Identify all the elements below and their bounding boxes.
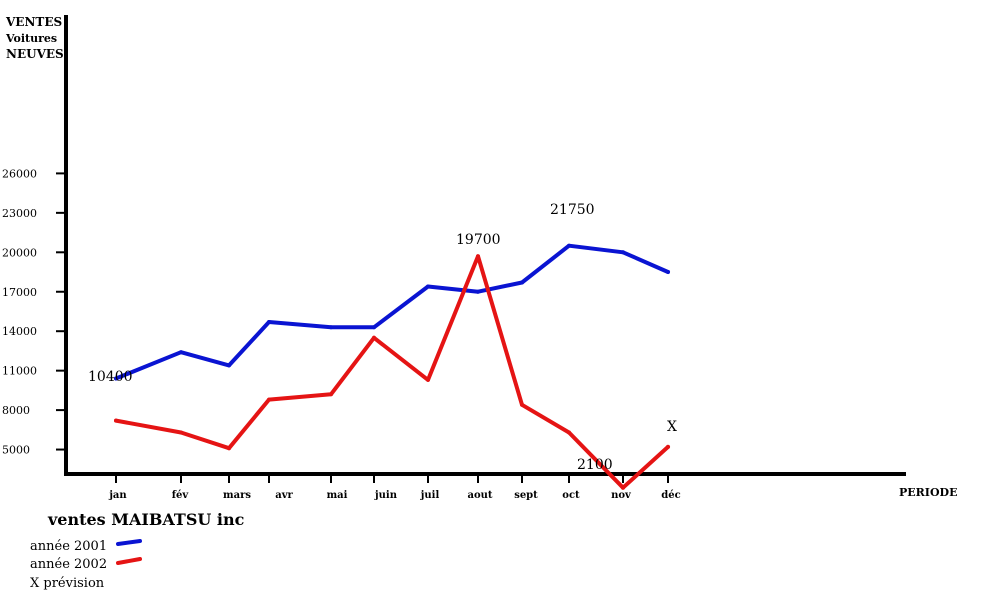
data-point-2002 — [666, 444, 670, 449]
data-point-2002 — [520, 402, 524, 407]
x-tick-label: nov — [611, 490, 632, 501]
x-tick-label: sept — [514, 490, 538, 501]
y-axis-title-line-3: NEUVES — [6, 47, 64, 61]
data-point-2001 — [666, 270, 670, 274]
data-point-2002 — [372, 335, 376, 340]
y-tick-label: 17000 — [2, 286, 37, 299]
x-tick-label: avr — [275, 490, 293, 501]
data-point-2001 — [329, 325, 333, 330]
y-tick-label: 11000 — [2, 365, 37, 378]
data-point-2002 — [227, 446, 231, 451]
x-tick-label: juin — [374, 490, 398, 501]
x-tick-label: aout — [467, 490, 492, 501]
y-tick-label: 23000 — [2, 207, 37, 220]
legend-forecast-note: X prévision — [30, 576, 105, 591]
data-point-2002 — [179, 430, 183, 435]
y-axis-title-line-2: Voitures — [5, 32, 57, 45]
x-tick-label: déc — [661, 490, 680, 501]
x-tick-label: fév — [172, 490, 190, 501]
y-tick-label: 26000 — [2, 167, 37, 180]
x-tick-label: mai — [327, 490, 348, 501]
annotation-2002-nov: 2100 — [577, 457, 613, 473]
data-point-2001 — [426, 284, 430, 289]
data-point-2001 — [621, 250, 625, 255]
x-tick-label: jan — [108, 490, 127, 501]
x-axis-title: PERIODE — [899, 486, 957, 499]
series-group — [114, 243, 670, 490]
x-tick-label: oct — [562, 490, 580, 501]
data-point-2002 — [426, 377, 430, 382]
series-line-2001 — [114, 243, 670, 381]
data-point-2001 — [227, 363, 231, 368]
data-point-2002 — [567, 430, 571, 435]
data-point-2002 — [114, 418, 118, 423]
legend: ventes MAIBATSU inc année 2001 année 200… — [30, 510, 245, 591]
annotation-2001-jan: 10400 — [88, 369, 133, 385]
data-point-2001 — [567, 243, 571, 248]
y-tick-label: 20000 — [2, 246, 37, 259]
series-line-2002 — [114, 254, 670, 490]
annotation-2002-aout: 19700 — [456, 232, 501, 248]
data-point-2001 — [372, 325, 376, 330]
legend-label-2001: année 2001 — [30, 539, 107, 554]
y-axis-title-line-1: VENTES — [5, 15, 62, 29]
data-point-2002 — [621, 485, 625, 490]
legend-label-2002: année 2002 — [30, 557, 107, 572]
data-point-2001 — [179, 350, 183, 355]
annotation-forecast-x: X — [667, 419, 677, 435]
chart-title: ventes MAIBATSU inc — [47, 510, 245, 529]
y-tick-label: 8000 — [2, 404, 30, 417]
data-point-2001 — [267, 320, 271, 324]
y-tick-group: 26000 23000 20000 17000 14000 11000 8000 5000 — [2, 167, 66, 457]
legend-swatch-2002 — [116, 557, 142, 565]
x-tick-label: mars — [223, 490, 251, 501]
data-point-2001 — [476, 289, 480, 294]
data-point-2001 — [520, 280, 524, 285]
x-tick-group: jan fév mars avr mai juin juil aout sept oct nov dé… — [108, 474, 681, 501]
y-tick-label: 5000 — [2, 444, 30, 457]
annotation-2001-oct: 21750 — [550, 202, 595, 218]
data-point-2002 — [329, 392, 333, 397]
y-tick-label: 14000 — [2, 325, 37, 338]
data-point-2002 — [476, 254, 480, 259]
data-point-2002 — [267, 397, 271, 402]
x-tick-label: juil — [420, 490, 440, 501]
data-point-2001 — [114, 376, 118, 381]
legend-swatch-2001 — [116, 539, 142, 546]
